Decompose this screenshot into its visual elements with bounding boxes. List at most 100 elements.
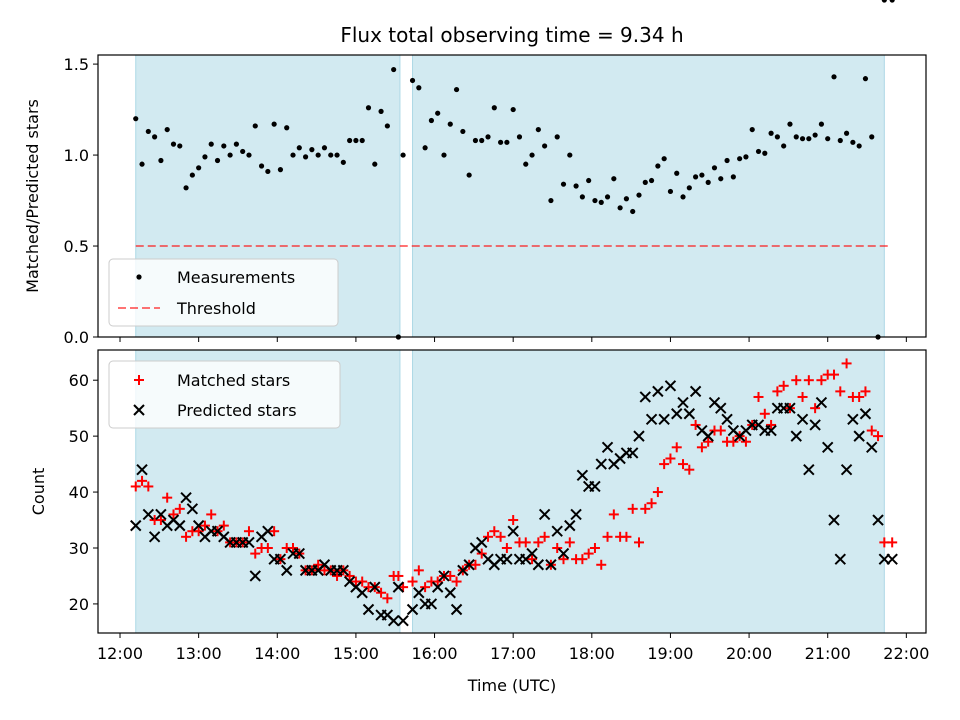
x-marker-b — [180, 491, 192, 504]
matched-star-point — [684, 464, 695, 475]
predicted-star-point — [847, 413, 859, 426]
measurement-point — [378, 108, 384, 114]
x-marker-b — [218, 531, 230, 543]
predicted-star-point — [387, 614, 400, 627]
measurement-point — [699, 172, 705, 178]
measurement-point — [799, 136, 806, 142]
measurement-point — [705, 179, 711, 185]
predicted-star-point — [507, 525, 519, 537]
x-marker-b — [633, 430, 645, 442]
predicted-star-point — [872, 514, 884, 526]
matched-star-point — [137, 475, 148, 486]
matched-star-point — [470, 559, 481, 570]
matched-star-point — [181, 531, 192, 542]
predicted-stars-points — [130, 380, 898, 627]
x-marker-b — [262, 525, 274, 537]
x-marker-b — [721, 413, 733, 426]
predicted-star-point — [576, 469, 589, 481]
measurement-point — [447, 121, 453, 127]
x-marker-b — [362, 603, 375, 616]
x-marker-b — [847, 413, 859, 426]
predicted-star-point — [784, 402, 796, 414]
matched-star-point — [583, 548, 594, 559]
matched-star-point — [413, 565, 424, 576]
matched-star-point — [206, 509, 217, 520]
predicted-star-point — [626, 447, 639, 459]
matched-star-point — [193, 526, 204, 537]
measurement-point — [227, 152, 233, 158]
matched-star-point — [810, 403, 821, 414]
measurement-point — [365, 105, 372, 111]
predicted-star-point — [886, 553, 898, 565]
matched-star-point — [652, 487, 663, 498]
x-marker-b — [601, 441, 614, 454]
measurement-point — [862, 76, 869, 82]
x-marker-b — [538, 508, 551, 521]
predicted-star-point — [337, 564, 350, 577]
x-marker-b — [790, 430, 802, 442]
measurement-point — [315, 152, 321, 158]
top-y-ticks: 0.0 0.5 1.0 1.5 — [64, 55, 98, 347]
x-marker-b — [337, 564, 350, 577]
matched-star-point — [357, 576, 368, 587]
x-marker-b — [696, 424, 708, 437]
measurement-point — [787, 121, 793, 127]
matched-star-point — [376, 587, 387, 598]
matched-star-point — [407, 576, 418, 587]
x-marker-b — [281, 564, 293, 577]
matched-star-point — [866, 425, 877, 436]
x-marker-b — [444, 587, 456, 599]
predicted-star-point — [249, 570, 261, 582]
x-marker-b — [872, 514, 884, 526]
x-marker-b — [526, 547, 538, 560]
matched-star-point — [829, 369, 839, 380]
x-marker-b — [501, 553, 513, 565]
matched-star-point — [174, 503, 185, 514]
x-marker-b — [589, 480, 601, 493]
measurement-point — [604, 194, 611, 200]
top-legend: Measurements Threshold — [108, 258, 339, 327]
matched-star-point — [393, 570, 404, 581]
matched-star-point — [539, 531, 550, 542]
measurement-point — [504, 139, 510, 145]
predicted-star-point — [765, 424, 777, 437]
x-marker-b — [715, 402, 727, 414]
measurement-point — [460, 128, 466, 135]
predicted-star-point — [595, 458, 607, 470]
measurement-point — [579, 194, 585, 200]
x-axis-label: Time (UTC) — [467, 676, 556, 695]
predicted-star-point — [538, 508, 551, 521]
predicted-star-point — [243, 536, 255, 549]
legend-threshold-label: Threshold — [176, 299, 256, 318]
matched-star-point — [558, 554, 569, 565]
x-marker-b — [392, 581, 405, 593]
x-marker-b — [148, 531, 161, 543]
measurement-point — [246, 152, 252, 158]
bottom-axes-frame — [97, 349, 927, 634]
matched-star-point — [564, 537, 575, 548]
x-tick-label: 18:00 — [569, 644, 615, 663]
measurement-point — [290, 152, 296, 158]
x-marker-b — [482, 553, 494, 565]
matched-star-point — [130, 481, 141, 492]
measurement-point — [718, 176, 724, 182]
measurement-point — [347, 137, 353, 144]
x-marker-b — [658, 413, 670, 426]
measurement-point — [479, 137, 485, 144]
top-panel: 0.0 0.5 1.0 1.5 Matched/Predicted stars Mea… — [23, 0, 927, 347]
matched-star-point — [841, 358, 852, 369]
bottom-x-ticks: 12:00 13:00 14:00 15:00 16:00 17:00 18:00 19:00… — [97, 633, 929, 663]
measurement-point — [416, 85, 422, 91]
measurement-point — [497, 139, 504, 145]
measurement-point — [435, 110, 441, 116]
x-marker-b — [576, 469, 589, 481]
measurement-point — [535, 126, 541, 133]
measurement-point — [170, 141, 177, 147]
measurement-point — [711, 165, 718, 171]
measurement-point — [523, 161, 529, 167]
x-marker-b — [133, 404, 145, 416]
measurement-point — [510, 106, 516, 113]
y-tick-label: 0.0 — [64, 328, 89, 347]
y-tick-label: 0.5 — [64, 237, 89, 256]
predicted-star-point — [815, 396, 828, 409]
